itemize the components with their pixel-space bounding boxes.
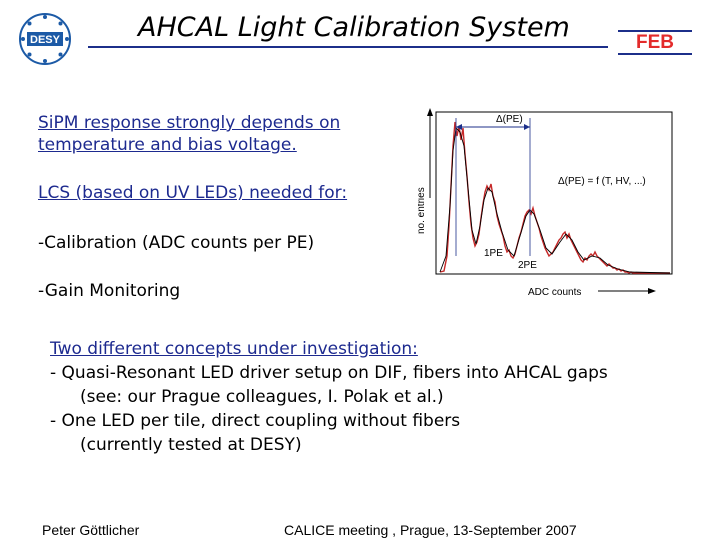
adc-spectrum-figure: no. entries Δ(PE) Δ(PE) = f (T, HV, ...)… (418, 108, 673, 298)
concept-item-1: - Quasi-Resonant LED driver setup on DIF… (50, 363, 608, 383)
lcs-line: LCS (based on UV LEDs) needed for: (38, 183, 348, 203)
concept-item-1-note: (see: our Prague colleagues, I. Polak et… (80, 387, 444, 407)
delta-label: Δ(PE) (496, 114, 523, 125)
spectrum-data (439, 121, 670, 274)
peak-1pe-label: 1PE (484, 248, 503, 259)
feb-bar-top (618, 30, 692, 32)
page-title: AHCAL Light Calibration System (138, 12, 570, 43)
delta-formula: Δ(PE) = f (T, HV, ...) (558, 176, 646, 187)
y-axis-label: no. entries (418, 187, 427, 234)
feb-tag: FEB (636, 32, 674, 53)
x-axis-label: ADC counts (528, 287, 581, 298)
gain-line: -Gain Monitoring (38, 281, 181, 301)
footer-author: Peter Göttlicher (42, 522, 140, 538)
logo-text: DESY (30, 34, 61, 46)
calibration-line: -Calibration (ADC counts per PE) (38, 233, 315, 253)
intro-line-1: SiPM response strongly depends on (38, 113, 341, 133)
feb-bar-bottom (618, 53, 692, 55)
desy-logo: DESY (19, 13, 71, 65)
concepts-heading: Two different concepts under investigati… (50, 339, 418, 359)
spectrum-fit (439, 127, 671, 274)
concept-item-2: - One LED per tile, direct coupling with… (50, 411, 461, 431)
concept-item-2-note: (currently tested at DESY) (80, 435, 302, 455)
intro-line-2: temperature and bias voltage. (38, 135, 297, 155)
plot-frame (435, 111, 673, 275)
footer-event: CALICE meeting , Prague, 13-September 20… (284, 522, 577, 538)
title-underline (88, 46, 608, 48)
peak-2pe-label: 2PE (518, 260, 537, 271)
